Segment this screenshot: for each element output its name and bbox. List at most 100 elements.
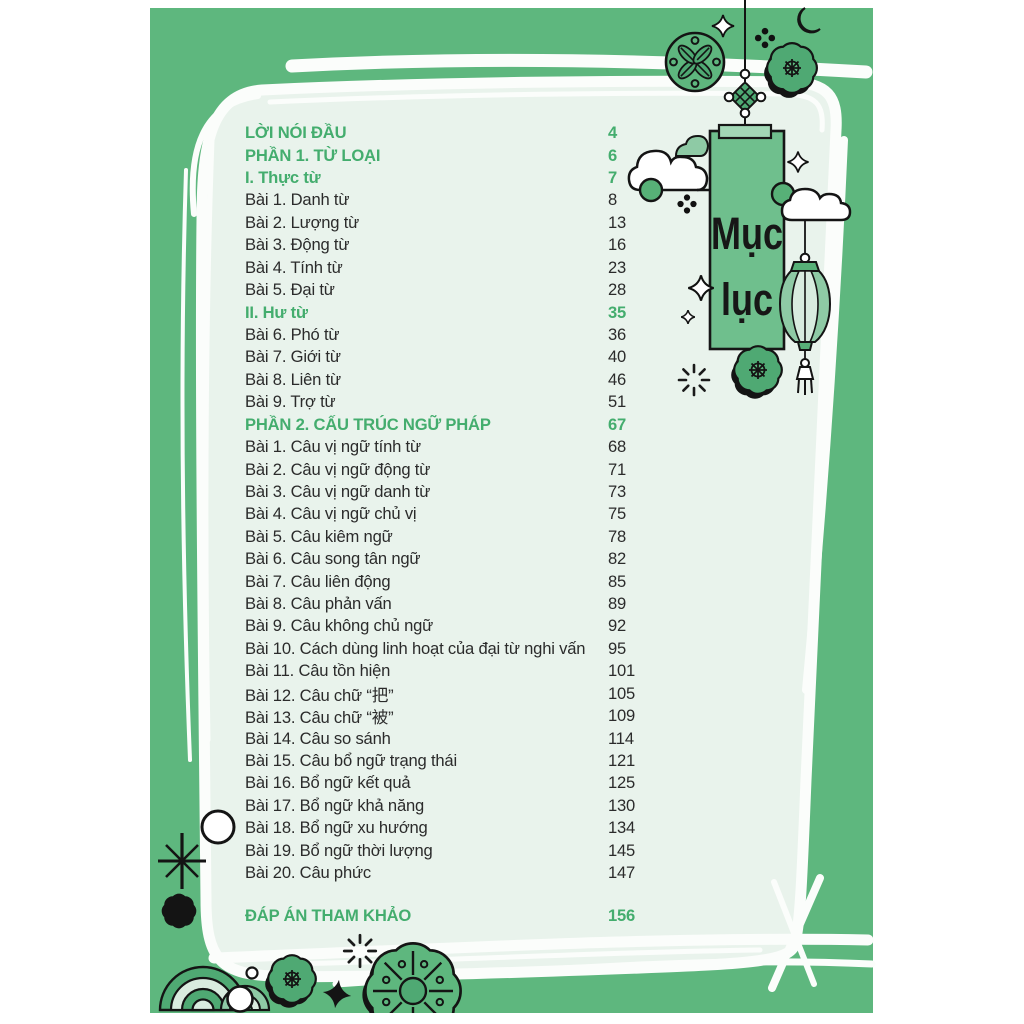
toc-entry-page-number: 125 bbox=[608, 773, 636, 793]
toc-entry-page-number: 89 bbox=[608, 594, 627, 614]
toc-entry-label: PHẦN 2. CẤU TRÚC NGỮ PHÁP bbox=[245, 414, 491, 434]
toc-entry-label: Bài 7. Câu liên động bbox=[245, 571, 391, 591]
toc-row: ĐÁP ÁN THAM KHẢO 156 bbox=[245, 905, 640, 927]
toc-row: Bài 18. Bổ ngữ xu hướng 134 bbox=[245, 817, 640, 839]
toc-entry-label: Bài 8. Câu phản vấn bbox=[245, 594, 392, 614]
toc-row: Bài 6. Câu song tân ngữ 82 bbox=[245, 548, 640, 570]
toc-entry-page-number: 95 bbox=[608, 638, 627, 658]
toc-row: Bài 4. Câu vị ngữ chủ vị 75 bbox=[245, 503, 640, 525]
toc-entry-label: Bài 12. Câu chữ “把” bbox=[245, 685, 394, 705]
toc-row: Bài 19. Bổ ngữ thời lượng 145 bbox=[245, 840, 640, 862]
toc-row: Bài 5. Đại từ 28 bbox=[245, 279, 640, 301]
toc-entry-label: Bài 10. Cách dùng linh hoạt của đại từ n… bbox=[245, 638, 586, 658]
toc-entry-page-number: 16 bbox=[608, 235, 627, 255]
toc-row: Bài 8. Câu phản vấn 89 bbox=[245, 593, 640, 615]
toc-entry-page-number: 145 bbox=[608, 840, 636, 860]
toc-row: LỜI NÓI ĐẦU 4 bbox=[245, 122, 640, 144]
toc-entry-page-number: 130 bbox=[608, 795, 636, 815]
crescent-moon-icon bbox=[797, 7, 821, 34]
toc-row: PHẦN 1. TỪ LOẠI 6 bbox=[245, 144, 640, 166]
toc-entry-label: Bài 6. Phó từ bbox=[245, 325, 340, 344]
toc-entry-page-number: 73 bbox=[608, 481, 627, 501]
toc-row: Bài 11. Câu tồn hiện 101 bbox=[245, 660, 640, 682]
toc-entry-page-number: 68 bbox=[608, 437, 627, 457]
toc-entry-label: Bài 14. Câu so sánh bbox=[245, 728, 391, 748]
toc-entry-label: Bài 16. Bổ ngữ kết quả bbox=[245, 773, 411, 793]
toc-entry-page-number: 7 bbox=[608, 168, 618, 188]
toc-entry-label: Bài 4. Câu vị ngữ chủ vị bbox=[245, 504, 417, 524]
toc-row: Bài 7. Câu liên động 85 bbox=[245, 570, 640, 592]
toc-row: Bài 12. Câu chữ “把” 105 bbox=[245, 683, 640, 705]
toc-entry-label: Bài 13. Câu chữ “被” bbox=[245, 708, 394, 728]
toc-entry-page-number: 23 bbox=[608, 257, 627, 277]
toc-entry-label: Bài 11. Câu tồn hiện bbox=[245, 661, 391, 681]
toc-row: PHẦN 2. CẤU TRÚC NGỮ PHÁP 67 bbox=[245, 413, 640, 435]
toc-row: Bài 15. Câu bổ ngữ trạng thái 121 bbox=[245, 750, 640, 772]
toc-entry-page-number: 114 bbox=[608, 728, 634, 748]
toc-list: LỜI NÓI ĐẦU 4 PHẦN 1. TỪ LOẠI 6 I. Thực … bbox=[245, 122, 640, 927]
toc-entry-label: Bài 2. Lượng từ bbox=[245, 212, 360, 232]
toc-row: Bài 4. Tính từ 23 bbox=[245, 257, 640, 279]
toc-entry-label: Bài 18. Bổ ngữ xu hướng bbox=[245, 818, 428, 838]
toc-entry-label: Bài 15. Câu bổ ngữ trạng thái bbox=[245, 751, 457, 771]
toc-entry-label: PHẦN 1. TỪ LOẠI bbox=[245, 145, 381, 165]
toc-entry-label: Bài 17. Bổ ngữ khả năng bbox=[245, 795, 425, 815]
toc-row: Bài 6. Phó từ 36 bbox=[245, 324, 640, 346]
toc-entry-page-number: 6 bbox=[608, 145, 618, 165]
toc-row: Bài 13. Câu chữ “被” 109 bbox=[245, 705, 640, 727]
plum-blossom-icon bbox=[265, 954, 317, 1008]
toc-row: Bài 14. Câu so sánh 114 bbox=[245, 727, 640, 749]
page-area bbox=[200, 81, 834, 978]
toc-entry-page-number: 35 bbox=[608, 302, 627, 322]
toc-entry-page-number: 67 bbox=[608, 414, 627, 434]
circle-icon bbox=[245, 966, 259, 980]
toc-entry-page-number: 82 bbox=[608, 549, 627, 569]
toc-entry-page-number: 13 bbox=[608, 212, 627, 232]
toc-entry-page-number: 109 bbox=[608, 706, 636, 726]
toc-entry-page-number: 105 bbox=[608, 683, 636, 703]
cloud-icon bbox=[627, 134, 710, 203]
plum-blossom-icon bbox=[731, 345, 783, 399]
toc-entry-page-number: 40 bbox=[608, 347, 627, 367]
toc-row: Bài 7. Giới từ 40 bbox=[245, 346, 640, 368]
toc-entry-page-number: 134 bbox=[608, 818, 636, 838]
toc-entry-label: LỜI NÓI ĐẦU bbox=[245, 123, 347, 143]
toc-entry-label: Bài 5. Đại từ bbox=[245, 280, 335, 300]
toc-entry-page-number: 36 bbox=[608, 325, 627, 344]
toc-entry-page-number: 156 bbox=[608, 906, 636, 926]
toc-row: Bài 10. Cách dùng linh hoạt của đại từ n… bbox=[245, 638, 640, 660]
toc-entry-label: Bài 7. Giới từ bbox=[245, 347, 341, 367]
toc-entry-label: Bài 8. Liên từ bbox=[245, 369, 341, 389]
muc-luc-tag bbox=[708, 123, 786, 351]
toc-row: Bài 1. Câu vị ngữ tính từ 68 bbox=[245, 436, 640, 458]
toc-row: Bài 9. Trợ từ 51 bbox=[245, 391, 640, 413]
toc-row: Bài 3. Động từ 16 bbox=[245, 234, 640, 256]
toc-entry-label: Bài 3. Câu vị ngữ danh từ bbox=[245, 481, 431, 501]
toc-entry-label: II. Hư từ bbox=[245, 302, 308, 322]
toc-entry-page-number: 28 bbox=[608, 280, 627, 300]
toc-entry-label: I. Thực từ bbox=[245, 168, 321, 188]
toc-entry-label: Bài 9. Câu không chủ ngữ bbox=[245, 616, 434, 636]
toc-row: Bài 1. Danh từ 8 bbox=[245, 189, 640, 211]
toc-entry-page-number: 4 bbox=[608, 123, 618, 143]
lantern-icon bbox=[778, 221, 832, 395]
ink-blob-icon bbox=[161, 893, 197, 929]
toc-row: Bài 20. Câu phức 147 bbox=[245, 862, 640, 884]
toc-entry-label: Bài 1. Câu vị ngữ tính từ bbox=[245, 437, 421, 457]
circle-icon bbox=[226, 985, 254, 1013]
toc-entry-page-number: 75 bbox=[608, 504, 627, 524]
toc-row: I. Thực từ 7 bbox=[245, 167, 640, 189]
asterisk-star-icon bbox=[158, 833, 206, 889]
circle-icon bbox=[200, 809, 236, 845]
toc-entry-page-number: 71 bbox=[608, 459, 627, 479]
toc-entry-label: Bài 9. Trợ từ bbox=[245, 392, 336, 412]
cloud-icon bbox=[770, 181, 852, 222]
muc-luc-title: Mục lục bbox=[711, 208, 783, 325]
toc-row: Bài 16. Bổ ngữ kết quả 125 bbox=[245, 772, 640, 794]
toc-row: Bài 8. Liên từ 46 bbox=[245, 369, 640, 391]
chinese-knot-icon bbox=[723, 0, 767, 128]
toc-entry-label: Bài 2. Câu vị ngữ động từ bbox=[245, 459, 431, 479]
toc-entry-label: Bài 20. Câu phức bbox=[245, 863, 371, 883]
